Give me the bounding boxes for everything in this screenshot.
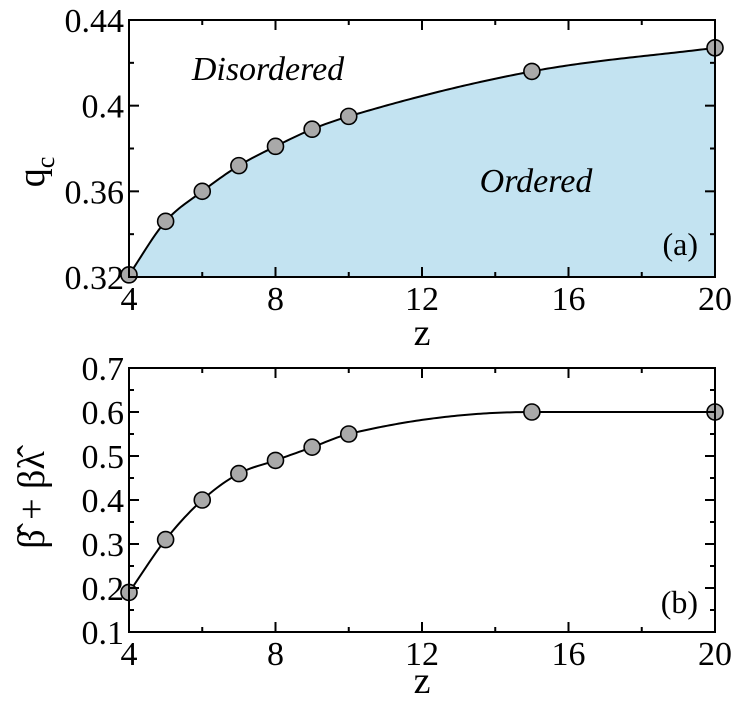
data-point	[523, 403, 541, 421]
y-tick-label: 0.36	[65, 174, 125, 211]
annotation-disordered: Disordered	[191, 51, 345, 88]
data-point	[523, 62, 541, 81]
data-point	[230, 156, 248, 175]
y-tick-label: 0.4	[82, 483, 125, 520]
data-point	[193, 182, 212, 201]
y-axis-label-a-main: q	[11, 168, 53, 187]
data-point	[339, 107, 358, 126]
y-tick-label: 0.32	[65, 260, 125, 297]
y-tick-label: 0.7	[82, 351, 125, 388]
annotation-ordered: Ordered	[480, 163, 594, 200]
ticks-b: 4 8 12 16 20 0.1 0.2 0.3 0.4 0.5 0.6 0.7	[82, 351, 733, 673]
ordered-region-fill	[129, 47, 715, 278]
x-tick-label: 12	[405, 636, 439, 673]
y-axis-label-a: qc	[11, 157, 60, 188]
x-axis-label-b: z	[414, 660, 431, 702]
x-tick-label: 8	[267, 281, 284, 318]
y-axis-label-a-subscript: c	[31, 157, 60, 169]
panel-label-b: (b)	[661, 584, 698, 620]
x-tick-label: 4	[121, 281, 138, 318]
x-tick-label: 8	[267, 636, 284, 673]
data-points-b	[120, 403, 724, 602]
ticks-a: 4 8 12 16 20 0.32 0.36 0.4 0.44	[65, 3, 733, 318]
x-tick-label: 16	[552, 636, 586, 673]
data-point	[339, 425, 358, 443]
y-tick-label: 0.5	[82, 439, 125, 476]
data-point	[193, 491, 212, 509]
data-point	[303, 438, 321, 457]
data-point	[303, 120, 321, 139]
y-tick-label: 0.1	[82, 615, 125, 652]
y-tick-label: 0.3	[82, 527, 125, 564]
y-tick-label: 0.44	[65, 3, 125, 40]
svg-text:qc: qc	[11, 157, 60, 188]
panel-a: 4 8 12 16 20 0.32 0.36 0.4 0.44 Disordered Order…	[11, 3, 732, 354]
y-tick-label: 0.2	[82, 571, 125, 608]
x-tick-label: 16	[552, 281, 586, 318]
y-axis-label-b: β̂ + βλ̂	[11, 444, 53, 549]
y-tick-label: 0.6	[82, 395, 125, 432]
data-point	[230, 464, 248, 483]
x-tick-label: 12	[405, 281, 439, 318]
phase-boundary-curve	[128, 46, 716, 276]
data-point	[156, 212, 175, 231]
fit-curve-b	[128, 411, 715, 593]
x-axis-label-a: z	[414, 312, 431, 354]
data-point	[266, 137, 285, 156]
data-point	[266, 451, 285, 470]
panel-b: 4 8 12 16 20 0.1 0.2 0.3 0.4 0.5 0.6 0.7 (b) z β̂ +…	[11, 351, 732, 702]
panel-label-a: (a)	[662, 226, 698, 262]
x-tick-label: 20	[698, 281, 732, 318]
data-point	[156, 530, 175, 549]
plot-frame-b	[128, 367, 716, 633]
data-points-a	[120, 39, 724, 284]
x-tick-label: 4	[121, 636, 138, 673]
x-tick-label: 20	[698, 636, 732, 673]
y-tick-label: 0.4	[82, 89, 125, 126]
